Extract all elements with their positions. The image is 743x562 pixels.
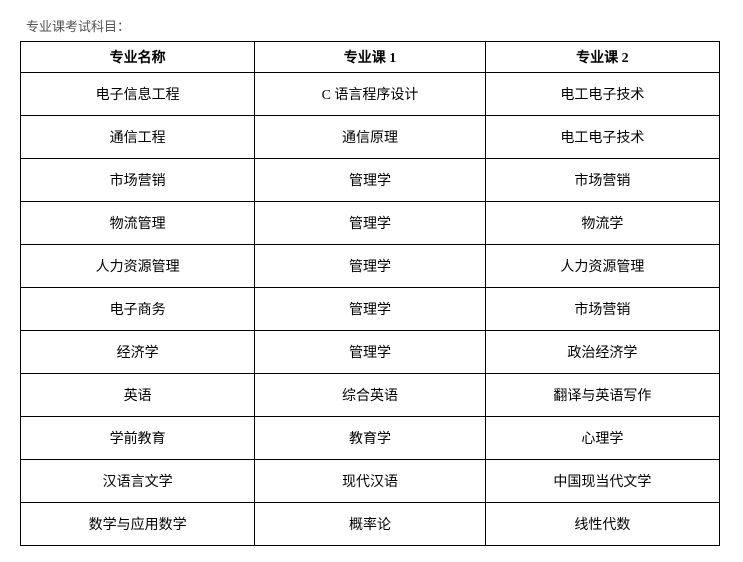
table-row: 英语 综合英语 翻译与英语写作 (21, 374, 720, 417)
cell-course2: 翻译与英语写作 (485, 374, 719, 417)
table-row: 物流管理 管理学 物流学 (21, 202, 720, 245)
page-caption: 专业课考试科目： (26, 16, 723, 35)
cell-major: 物流管理 (21, 202, 255, 245)
table-body: 电子信息工程 C 语言程序设计 电工电子技术 通信工程 通信原理 电工电子技术 … (21, 73, 720, 546)
cell-major: 电子商务 (21, 288, 255, 331)
cell-course2: 市场营销 (485, 288, 719, 331)
table-row: 市场营销 管理学 市场营销 (21, 159, 720, 202)
table-row: 数学与应用数学 概率论 线性代数 (21, 503, 720, 546)
cell-course1: 现代汉语 (255, 460, 486, 503)
cell-major: 人力资源管理 (21, 245, 255, 288)
cell-course1: 管理学 (255, 159, 486, 202)
cell-course1: 概率论 (255, 503, 486, 546)
cell-course2: 市场营销 (485, 159, 719, 202)
table-row: 人力资源管理 管理学 人力资源管理 (21, 245, 720, 288)
cell-course2: 政治经济学 (485, 331, 719, 374)
cell-course1: C 语言程序设计 (255, 73, 486, 116)
cell-course2: 电工电子技术 (485, 116, 719, 159)
cell-course2: 线性代数 (485, 503, 719, 546)
cell-course2: 电工电子技术 (485, 73, 719, 116)
cell-major: 汉语言文学 (21, 460, 255, 503)
cell-major: 数学与应用数学 (21, 503, 255, 546)
cell-course2: 物流学 (485, 202, 719, 245)
col-header-course1: 专业课 1 (255, 42, 486, 73)
col-header-major: 专业名称 (21, 42, 255, 73)
cell-course1: 综合英语 (255, 374, 486, 417)
table-header-row: 专业名称 专业课 1 专业课 2 (21, 42, 720, 73)
cell-major: 市场营销 (21, 159, 255, 202)
cell-major: 经济学 (21, 331, 255, 374)
cell-major: 通信工程 (21, 116, 255, 159)
cell-major: 学前教育 (21, 417, 255, 460)
cell-course2: 人力资源管理 (485, 245, 719, 288)
cell-course2: 中国现当代文学 (485, 460, 719, 503)
cell-course1: 教育学 (255, 417, 486, 460)
table-row: 经济学 管理学 政治经济学 (21, 331, 720, 374)
col-header-course2: 专业课 2 (485, 42, 719, 73)
table-row: 电子信息工程 C 语言程序设计 电工电子技术 (21, 73, 720, 116)
cell-major: 电子信息工程 (21, 73, 255, 116)
cell-course1: 通信原理 (255, 116, 486, 159)
table-row: 电子商务 管理学 市场营销 (21, 288, 720, 331)
table-row: 通信工程 通信原理 电工电子技术 (21, 116, 720, 159)
cell-major: 英语 (21, 374, 255, 417)
table-row: 学前教育 教育学 心理学 (21, 417, 720, 460)
cell-course1: 管理学 (255, 288, 486, 331)
cell-course1: 管理学 (255, 245, 486, 288)
courses-table: 专业名称 专业课 1 专业课 2 电子信息工程 C 语言程序设计 电工电子技术 … (20, 41, 720, 546)
cell-course2: 心理学 (485, 417, 719, 460)
cell-course1: 管理学 (255, 202, 486, 245)
table-row: 汉语言文学 现代汉语 中国现当代文学 (21, 460, 720, 503)
cell-course1: 管理学 (255, 331, 486, 374)
